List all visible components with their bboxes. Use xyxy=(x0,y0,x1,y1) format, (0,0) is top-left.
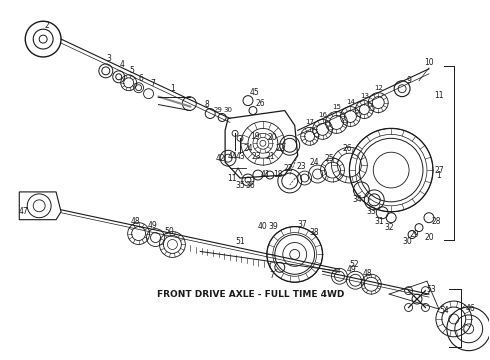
Text: 41: 41 xyxy=(261,170,270,179)
Text: 11: 11 xyxy=(434,91,443,100)
Text: 25: 25 xyxy=(325,154,334,163)
Text: 1: 1 xyxy=(170,84,175,93)
Text: 8: 8 xyxy=(205,100,210,109)
Text: 16: 16 xyxy=(318,112,327,117)
Text: 48: 48 xyxy=(363,269,372,278)
Text: 40: 40 xyxy=(258,222,268,231)
Text: 48: 48 xyxy=(131,217,141,226)
Text: 18: 18 xyxy=(273,170,283,179)
Text: 20: 20 xyxy=(424,233,434,242)
Text: 14: 14 xyxy=(346,99,355,105)
Text: 17: 17 xyxy=(305,120,314,125)
Text: 36: 36 xyxy=(245,181,255,190)
Text: 19: 19 xyxy=(250,132,260,141)
Text: 2: 2 xyxy=(45,21,49,30)
Text: 45: 45 xyxy=(250,88,260,97)
Text: 7: 7 xyxy=(150,79,155,88)
Text: 28: 28 xyxy=(431,217,441,226)
Text: 1: 1 xyxy=(437,171,441,180)
Text: 42: 42 xyxy=(215,154,225,163)
Text: 32: 32 xyxy=(384,223,394,232)
Text: 46: 46 xyxy=(466,305,476,314)
Text: 39: 39 xyxy=(268,222,278,231)
Text: 13: 13 xyxy=(360,93,369,99)
Text: FRONT DRIVE AXLE - FULL TIME 4WD: FRONT DRIVE AXLE - FULL TIME 4WD xyxy=(157,289,345,298)
Text: 31: 31 xyxy=(374,217,384,226)
Text: 4: 4 xyxy=(119,60,124,69)
Text: 50: 50 xyxy=(165,227,174,236)
Text: 44: 44 xyxy=(227,152,237,161)
Text: 11: 11 xyxy=(227,174,237,183)
Text: 12: 12 xyxy=(374,85,383,91)
Text: 30: 30 xyxy=(402,237,412,246)
Text: 26: 26 xyxy=(255,99,265,108)
Text: 26: 26 xyxy=(343,144,352,153)
Text: 47: 47 xyxy=(19,207,28,216)
Text: 23: 23 xyxy=(297,162,306,171)
Text: 29: 29 xyxy=(409,230,419,239)
Text: 33: 33 xyxy=(367,207,376,216)
Text: 24: 24 xyxy=(310,158,319,167)
Text: 27: 27 xyxy=(434,166,444,175)
Text: 38: 38 xyxy=(310,228,319,237)
Text: 21: 21 xyxy=(265,152,274,161)
Text: 35: 35 xyxy=(235,181,245,190)
Text: 29: 29 xyxy=(214,107,222,113)
Text: 37: 37 xyxy=(298,220,308,229)
Text: 3: 3 xyxy=(106,54,111,63)
Text: 54: 54 xyxy=(439,306,449,315)
Text: 24: 24 xyxy=(243,144,253,153)
Text: 22: 22 xyxy=(275,144,285,153)
Text: 51: 51 xyxy=(235,237,245,246)
Text: 5: 5 xyxy=(129,66,134,75)
Text: 43: 43 xyxy=(235,152,245,161)
Text: 15: 15 xyxy=(332,104,341,109)
Text: 20: 20 xyxy=(267,133,277,142)
Text: 52: 52 xyxy=(349,260,359,269)
Text: 7: 7 xyxy=(270,271,274,280)
Text: 30: 30 xyxy=(223,107,233,113)
Text: 10: 10 xyxy=(424,58,434,67)
Text: 49: 49 xyxy=(346,265,356,274)
Text: 23: 23 xyxy=(251,152,261,161)
Text: 53: 53 xyxy=(426,285,436,294)
Text: 6: 6 xyxy=(138,74,143,83)
Text: 49: 49 xyxy=(147,221,157,230)
Text: 34: 34 xyxy=(352,195,362,204)
Text: 22: 22 xyxy=(283,163,293,172)
Text: 9: 9 xyxy=(407,76,412,85)
